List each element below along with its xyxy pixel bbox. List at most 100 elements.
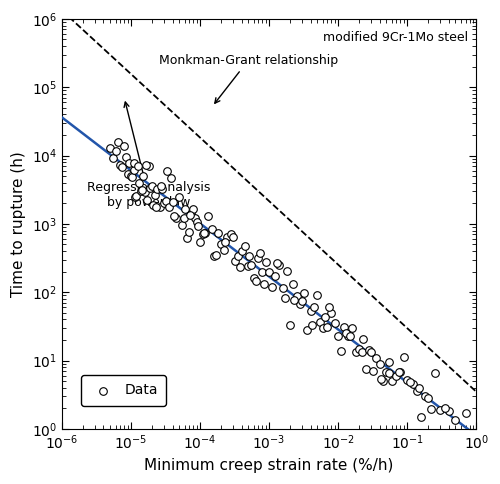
Data: [388, 377, 396, 384]
Data: [424, 394, 432, 402]
Data: [162, 197, 170, 205]
Data: [268, 283, 276, 290]
Data: [418, 413, 426, 421]
Data: [286, 321, 294, 329]
Data: [109, 154, 117, 162]
Data: [288, 281, 296, 288]
Data: [183, 234, 191, 242]
Data: [258, 268, 266, 276]
Data: [156, 203, 164, 211]
Data: [214, 229, 222, 237]
Data: [204, 212, 212, 220]
Data: [167, 174, 175, 182]
Data: [326, 303, 334, 311]
Data: [376, 361, 384, 368]
Data: [139, 172, 147, 180]
Data: [328, 309, 336, 317]
Data: [231, 257, 239, 264]
Data: [365, 346, 373, 353]
Data: [421, 393, 429, 400]
Data: [331, 319, 339, 327]
Data: [212, 251, 220, 258]
Data: [427, 405, 435, 413]
Data: [224, 233, 232, 241]
Data: [112, 147, 120, 154]
Data: [137, 187, 145, 195]
Data: [152, 203, 160, 211]
Data: [238, 247, 246, 255]
Data: [367, 348, 375, 355]
Data: [334, 332, 342, 340]
Data: [236, 263, 244, 271]
Data: [247, 261, 255, 269]
Data: [279, 284, 287, 291]
Data: [282, 267, 290, 274]
Data: [265, 268, 273, 276]
Data: [241, 242, 249, 250]
Data: [306, 307, 314, 315]
Data: [308, 321, 316, 329]
Data: [296, 300, 304, 308]
Data: [143, 196, 151, 204]
Data: [199, 230, 207, 238]
Data: [250, 274, 258, 282]
Data: [262, 258, 270, 266]
Data: [122, 153, 130, 161]
Data: [221, 238, 229, 245]
Data: [352, 348, 360, 355]
Data: [144, 162, 152, 170]
Data: [193, 219, 201, 227]
Data: [131, 193, 139, 201]
Data: [408, 379, 416, 387]
Data: [260, 280, 268, 288]
Data: [191, 213, 199, 221]
Data: [310, 303, 318, 311]
Data: [362, 364, 370, 372]
Data: [292, 293, 300, 301]
Data: [164, 203, 172, 211]
Data: [156, 182, 164, 190]
Data: [210, 252, 218, 260]
Data: [127, 172, 135, 180]
Data: [178, 221, 186, 228]
Data: [342, 329, 350, 337]
Data: [414, 387, 422, 395]
Data: [168, 198, 176, 206]
Text: modified 9Cr-1Mo steel: modified 9Cr-1Mo steel: [323, 31, 468, 44]
Data: [436, 406, 444, 414]
Data: [120, 142, 128, 150]
Data: [382, 368, 390, 376]
Data: [372, 354, 380, 362]
Data: [186, 211, 194, 218]
Data: [163, 167, 171, 175]
Data: [275, 261, 283, 269]
Data: [300, 289, 308, 297]
Y-axis label: Time to rupture (h): Time to rupture (h): [11, 151, 26, 297]
Data: [146, 184, 154, 192]
Data: [194, 222, 202, 230]
Data: [394, 368, 402, 376]
Data: [138, 186, 146, 194]
Data: [403, 377, 411, 384]
Data: [126, 159, 134, 166]
Data: [130, 166, 138, 173]
Data: [430, 369, 438, 377]
Data: [170, 212, 178, 219]
Data: [359, 335, 367, 343]
Data: [220, 246, 228, 254]
Data: [377, 375, 385, 383]
Data: [256, 249, 264, 257]
Data: [369, 367, 377, 375]
Data: [290, 296, 298, 303]
Data: [273, 259, 281, 267]
Legend: Data: Data: [82, 375, 166, 406]
X-axis label: Minimum creep strain rate (%/h): Minimum creep strain rate (%/h): [144, 458, 394, 473]
Data: [227, 230, 235, 238]
Data: [148, 182, 156, 189]
Data: [175, 194, 183, 201]
Data: [348, 324, 356, 332]
Data: [298, 297, 306, 304]
Data: [116, 161, 124, 169]
Data: [114, 138, 122, 146]
Data: [188, 211, 196, 218]
